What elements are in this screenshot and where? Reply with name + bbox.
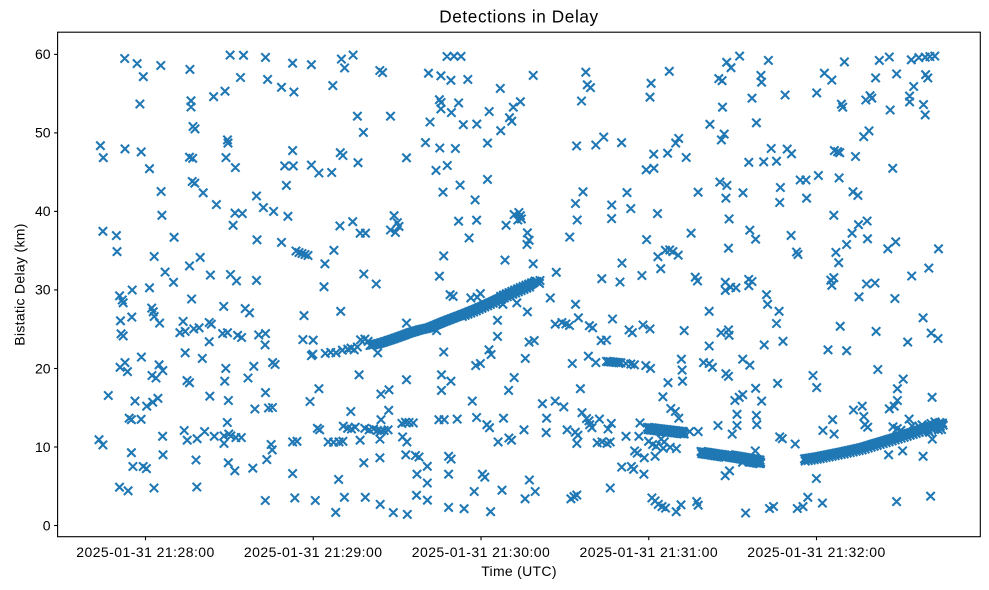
svg-text:20: 20 [35, 360, 51, 376]
svg-text:Bistatic Delay (km): Bistatic Delay (km) [12, 223, 28, 345]
svg-text:2025-01-31 21:30:00: 2025-01-31 21:30:00 [412, 544, 551, 560]
svg-text:Detections in Delay: Detections in Delay [439, 7, 598, 27]
svg-text:30: 30 [35, 282, 51, 298]
svg-text:Time (UTC): Time (UTC) [481, 563, 557, 579]
svg-text:2025-01-31 21:31:00: 2025-01-31 21:31:00 [580, 544, 719, 560]
svg-text:50: 50 [35, 125, 51, 141]
svg-text:2025-01-31 21:29:00: 2025-01-31 21:29:00 [244, 544, 383, 560]
svg-text:2025-01-31 21:32:00: 2025-01-31 21:32:00 [747, 544, 886, 560]
svg-text:2025-01-31 21:28:00: 2025-01-31 21:28:00 [76, 544, 215, 560]
svg-text:10: 10 [35, 439, 51, 455]
svg-text:40: 40 [35, 203, 51, 219]
svg-text:60: 60 [35, 46, 51, 62]
svg-text:0: 0 [43, 517, 51, 533]
